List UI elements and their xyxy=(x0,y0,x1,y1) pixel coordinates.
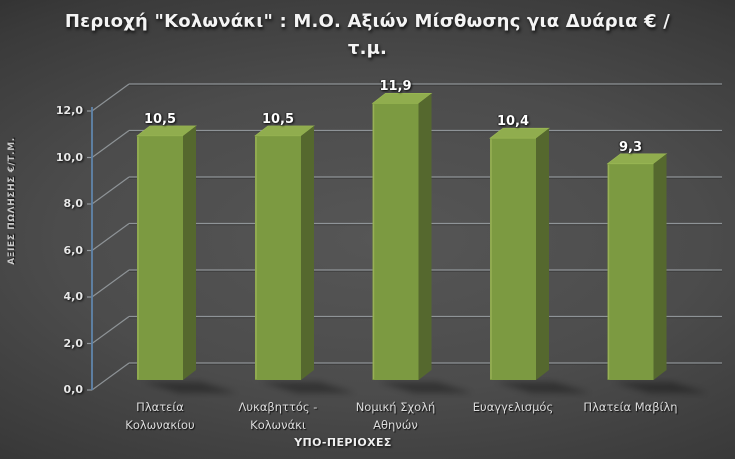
gridline-diagonal xyxy=(91,130,130,158)
y-tick-label: 12,0 xyxy=(55,104,83,117)
bar-shadow xyxy=(261,382,355,393)
bar-value-label: 10,5 xyxy=(261,111,295,127)
bar-value-label: 10,5 xyxy=(143,111,177,127)
y-tick-label: 4,0 xyxy=(63,290,84,303)
gridline-diagonal xyxy=(91,269,130,298)
category-label-line: Κολωνάκι xyxy=(250,418,306,432)
bar-front xyxy=(490,138,536,380)
bar-front xyxy=(607,163,654,380)
bar-front xyxy=(137,135,183,380)
y-tick-label: 10,0 xyxy=(55,150,83,164)
category-label-line: Ευαγγελισμός xyxy=(472,400,554,414)
bar-side xyxy=(418,93,432,380)
bar-side xyxy=(183,125,196,380)
bar-side xyxy=(536,128,549,380)
chart-title-line1: Περιοχή "Κολωνάκι" : Μ.Ο. Αξιών Μίσθωσης… xyxy=(64,11,671,32)
y-tick-label: 2,0 xyxy=(63,336,84,350)
category-label-line: Πλατεία xyxy=(136,400,184,414)
gridline-diagonal xyxy=(91,362,130,391)
category-label: Ευαγγελισμός xyxy=(453,398,573,416)
gridline-diagonal xyxy=(91,316,130,344)
bar-front xyxy=(372,103,419,380)
category-label-line: Λυκαβηττός - xyxy=(238,400,318,414)
gridline-diagonal xyxy=(91,223,130,251)
bar-value-label: 11,9 xyxy=(379,79,412,95)
gridline-diagonal xyxy=(91,176,130,205)
bar-shadow xyxy=(143,382,237,393)
category-label-line: Πλατεία Μαβίλη xyxy=(583,400,678,414)
category-label: Νομική Σχολή Αθηνών xyxy=(336,398,456,434)
y-tick-label: 8,0 xyxy=(63,197,84,210)
bar-front xyxy=(255,135,301,380)
bar-shadow xyxy=(613,382,708,393)
bar-value-label: 10,4 xyxy=(496,114,530,130)
bar-value-label: 9,3 xyxy=(618,139,643,155)
bar-side xyxy=(301,125,314,380)
gridline-diagonal xyxy=(91,83,130,112)
bar-side xyxy=(653,153,667,380)
category-label: Λυκαβηττός - Κολωνάκι xyxy=(218,398,338,434)
chart-title: Περιοχή "Κολωνάκι" : Μ.Ο. Αξιών Μίσθωσης… xyxy=(0,8,735,62)
x-axis-title: ΥΠΟ-ΠΕΡΙΟΧΕΣ xyxy=(294,436,392,449)
bar-shadow xyxy=(378,382,473,393)
category-label-line: Νομική Σχολή xyxy=(355,400,436,414)
category-label-line: Κολωνακίου xyxy=(125,418,195,432)
y-tick-label: 0,0 xyxy=(63,383,84,396)
bar-shadow xyxy=(496,382,590,393)
category-label-line: Αθηνών xyxy=(373,418,418,432)
category-label: Πλατεία Κολωνακίου xyxy=(100,398,220,434)
category-label: Πλατεία Μαβίλη xyxy=(571,398,691,416)
y-tick-label: 6,0 xyxy=(63,243,84,257)
chart-title-line2: τ.μ. xyxy=(347,38,388,59)
